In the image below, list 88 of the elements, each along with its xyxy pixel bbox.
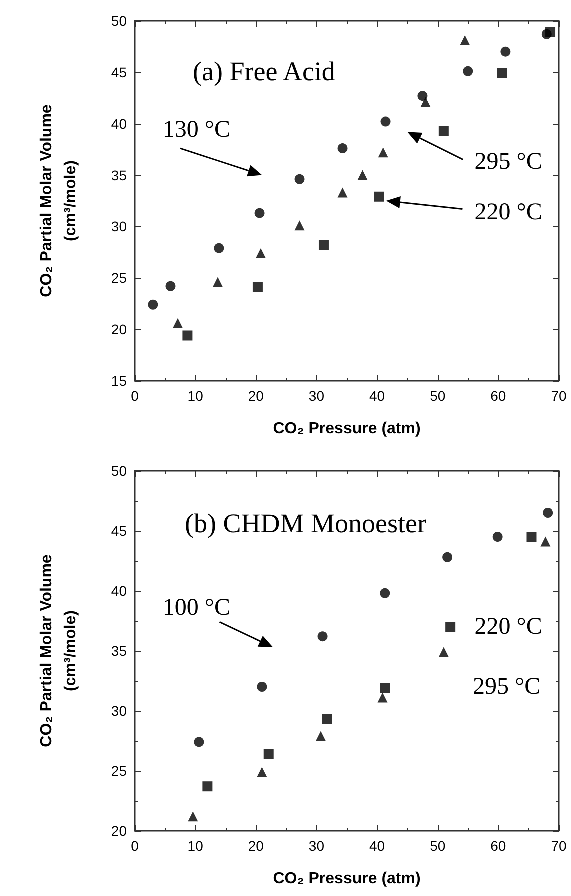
x-tick-label: 60 — [490, 838, 506, 854]
text: (a) Free Acid — [193, 56, 336, 86]
x-axis-title: CO₂ Pressure (atm) — [273, 420, 421, 438]
x-tick-label: 40 — [369, 388, 386, 404]
point — [194, 737, 204, 748]
point — [166, 281, 176, 292]
annotation: 220 °C — [474, 199, 542, 226]
point — [442, 552, 453, 562]
annotation: 295 °C — [474, 148, 542, 175]
point — [322, 714, 332, 724]
x-tick-label: 50 — [430, 388, 446, 404]
point — [446, 622, 456, 632]
point — [214, 243, 224, 254]
x-tick-label: 20 — [248, 388, 264, 404]
point — [294, 220, 305, 231]
y-tick-label: 20 — [111, 823, 128, 839]
x-tick-label: 20 — [248, 838, 264, 854]
point — [257, 767, 268, 778]
point — [338, 188, 348, 198]
x-tick-label: 0 — [131, 388, 140, 404]
point — [526, 532, 537, 542]
annotation: 220 °C — [474, 614, 542, 640]
x-tick-label: 0 — [131, 838, 140, 854]
x-tick-label: 70 — [551, 838, 567, 854]
y-tick-label: 40 — [111, 116, 128, 132]
point — [294, 174, 305, 184]
point — [256, 248, 266, 258]
point — [543, 508, 554, 518]
point — [460, 36, 470, 46]
point — [316, 731, 326, 742]
point — [318, 632, 328, 642]
y-tick-label: 45 — [111, 64, 128, 80]
x-tick-label: 30 — [308, 388, 325, 404]
x-axis-title: CO₂ Pressure (atm) — [273, 870, 421, 888]
point — [252, 282, 263, 292]
x-tick-label: 50 — [430, 838, 446, 854]
point — [318, 240, 329, 250]
x-tick-label: 60 — [490, 388, 506, 404]
point — [420, 97, 431, 108]
x-tick-label: 10 — [188, 388, 204, 404]
point — [374, 192, 384, 202]
annotation: 130 °C — [162, 117, 230, 144]
point — [378, 148, 388, 158]
point — [380, 116, 391, 127]
point — [148, 300, 158, 310]
point — [463, 66, 474, 76]
point — [500, 46, 511, 57]
point — [540, 536, 551, 547]
y-tick-label: 20 — [111, 322, 128, 338]
point — [188, 812, 198, 822]
text: (b) CHDM Monoester — [185, 508, 426, 538]
x-tick-label: 30 — [308, 838, 325, 854]
point — [542, 29, 552, 40]
point — [438, 647, 449, 658]
point — [254, 208, 265, 218]
point — [173, 318, 184, 328]
y-tick-label: 50 — [111, 463, 128, 479]
y-tick-label: 30 — [111, 703, 128, 719]
point — [438, 126, 449, 136]
point — [492, 532, 503, 542]
point — [338, 144, 348, 154]
point — [358, 170, 368, 180]
x-tick-label: 10 — [188, 838, 204, 854]
point — [418, 91, 428, 102]
x-tick-label: 70 — [551, 388, 567, 404]
point — [380, 588, 390, 598]
y-tick-label: 25 — [111, 270, 128, 286]
y-tick-label: 35 — [111, 643, 128, 659]
y-tick-label: 30 — [111, 218, 128, 235]
point — [257, 682, 268, 692]
y-axis-title: CO₂ Partial Molar Volume (cm³/mole) — [38, 554, 80, 748]
y-tick-label: 45 — [111, 523, 128, 539]
annotation: 100 °C — [162, 594, 230, 621]
point — [182, 330, 193, 341]
x-tick-label: 40 — [369, 838, 386, 854]
point — [202, 782, 213, 792]
point — [264, 749, 274, 760]
point — [380, 683, 390, 694]
point — [378, 692, 388, 703]
annotation: 295 °C — [472, 674, 541, 700]
y-tick-label: 25 — [111, 763, 128, 779]
point — [212, 277, 223, 288]
y-tick-label: 50 — [111, 13, 128, 29]
y-axis-title: CO₂ Partial Molar Volume (cm³/mole) — [38, 104, 80, 298]
y-tick-label: 35 — [111, 167, 128, 184]
point — [497, 68, 508, 78]
y-tick-label: 40 — [111, 583, 128, 599]
y-tick-label: 15 — [111, 373, 128, 389]
